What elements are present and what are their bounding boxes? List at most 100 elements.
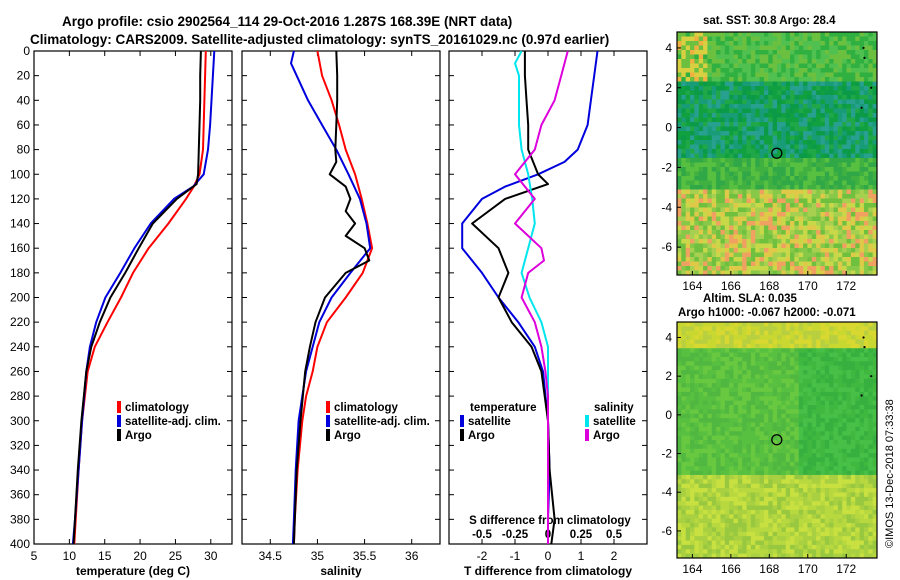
map-cell (790, 95, 795, 100)
map-cell (763, 36, 769, 42)
map-cell (820, 514, 826, 520)
map-cell (690, 483, 695, 489)
map-cell (681, 474, 687, 480)
map-cell (746, 248, 752, 253)
map-cell (720, 370, 726, 375)
map-cell (807, 501, 813, 506)
map-cell (842, 257, 847, 262)
map-cell (794, 326, 800, 332)
map-cell (829, 149, 834, 154)
map-cell (772, 59, 778, 64)
map-cell (698, 149, 704, 154)
map-cell (724, 343, 730, 349)
map-cell (685, 343, 691, 349)
map-cell (837, 54, 843, 60)
map-cell (807, 474, 813, 480)
map-cell (685, 413, 691, 419)
map-cell (690, 248, 695, 253)
map-cell (824, 409, 830, 415)
map-cell (677, 501, 682, 506)
map-cell (863, 108, 869, 114)
map-cell (763, 239, 769, 244)
map-cell (694, 41, 700, 46)
map-cell (694, 144, 700, 150)
map-cell (859, 113, 865, 118)
map-cell (685, 531, 691, 537)
map-cell (816, 422, 821, 428)
map-cell (742, 158, 747, 163)
map-cell (677, 72, 682, 78)
map-cell (772, 221, 778, 226)
map-cell (711, 81, 717, 87)
map-cell (833, 41, 839, 46)
map-cell (698, 501, 704, 506)
map-cell (750, 122, 756, 127)
map-cell (829, 234, 834, 240)
map-cell (677, 153, 682, 159)
map-cell (768, 339, 774, 345)
map-cell (685, 374, 691, 380)
map-cell (685, 81, 691, 87)
map-cell (846, 405, 852, 410)
map-cell (724, 505, 730, 511)
map-cell (816, 144, 821, 150)
map-cell (863, 496, 869, 502)
map-cell (716, 461, 721, 467)
map-cell (811, 176, 817, 181)
map-cell (790, 365, 795, 371)
map-cell (846, 248, 852, 253)
map-cell (850, 90, 856, 96)
map-cell (737, 335, 743, 340)
map-cell (798, 126, 804, 132)
map-cell (824, 261, 830, 267)
map-cell (768, 63, 774, 69)
map-cell (681, 396, 687, 402)
map-cell (690, 440, 695, 445)
map-cell (724, 326, 730, 332)
map-cell (803, 149, 808, 154)
map-cell (872, 189, 878, 195)
map-cell (855, 216, 861, 222)
map-cell (724, 509, 730, 515)
map-cell (772, 514, 778, 520)
map-cell (763, 474, 769, 480)
map-cell (685, 261, 691, 267)
map-cell (772, 45, 778, 51)
map-cell (763, 45, 769, 51)
map-cell (859, 41, 865, 46)
map-cell (846, 72, 852, 78)
map-cell (794, 167, 800, 172)
map-cell (685, 252, 691, 258)
map-cell (742, 270, 747, 276)
map-cell (729, 167, 734, 172)
map-cell (772, 391, 778, 397)
map-cell (711, 492, 717, 498)
map-cell (781, 95, 787, 100)
map-cell (803, 483, 808, 489)
map-cell (772, 422, 778, 428)
map-cell (763, 113, 769, 118)
map-cell (850, 365, 856, 371)
map-cell (824, 474, 830, 480)
map-cell (733, 261, 739, 267)
map-cell (746, 431, 752, 437)
map-cell (850, 483, 856, 489)
map-cell (777, 365, 782, 371)
map-cell (859, 488, 865, 493)
map-x-tick-label: 172 (836, 279, 856, 293)
map-cell (729, 72, 734, 78)
map-cell (716, 216, 721, 222)
map-cell (729, 343, 734, 349)
map-cell (746, 391, 752, 397)
y-tick-label: 160 (10, 241, 30, 255)
map-cell (803, 322, 808, 327)
map-cell (755, 140, 761, 145)
map-cell (716, 391, 721, 397)
map-cell (777, 131, 782, 136)
map-cell (868, 153, 874, 159)
map-cell (768, 409, 774, 415)
map-cell (716, 413, 721, 419)
map-cell (803, 409, 808, 415)
map-cell (824, 431, 830, 437)
map-cell (698, 514, 704, 520)
